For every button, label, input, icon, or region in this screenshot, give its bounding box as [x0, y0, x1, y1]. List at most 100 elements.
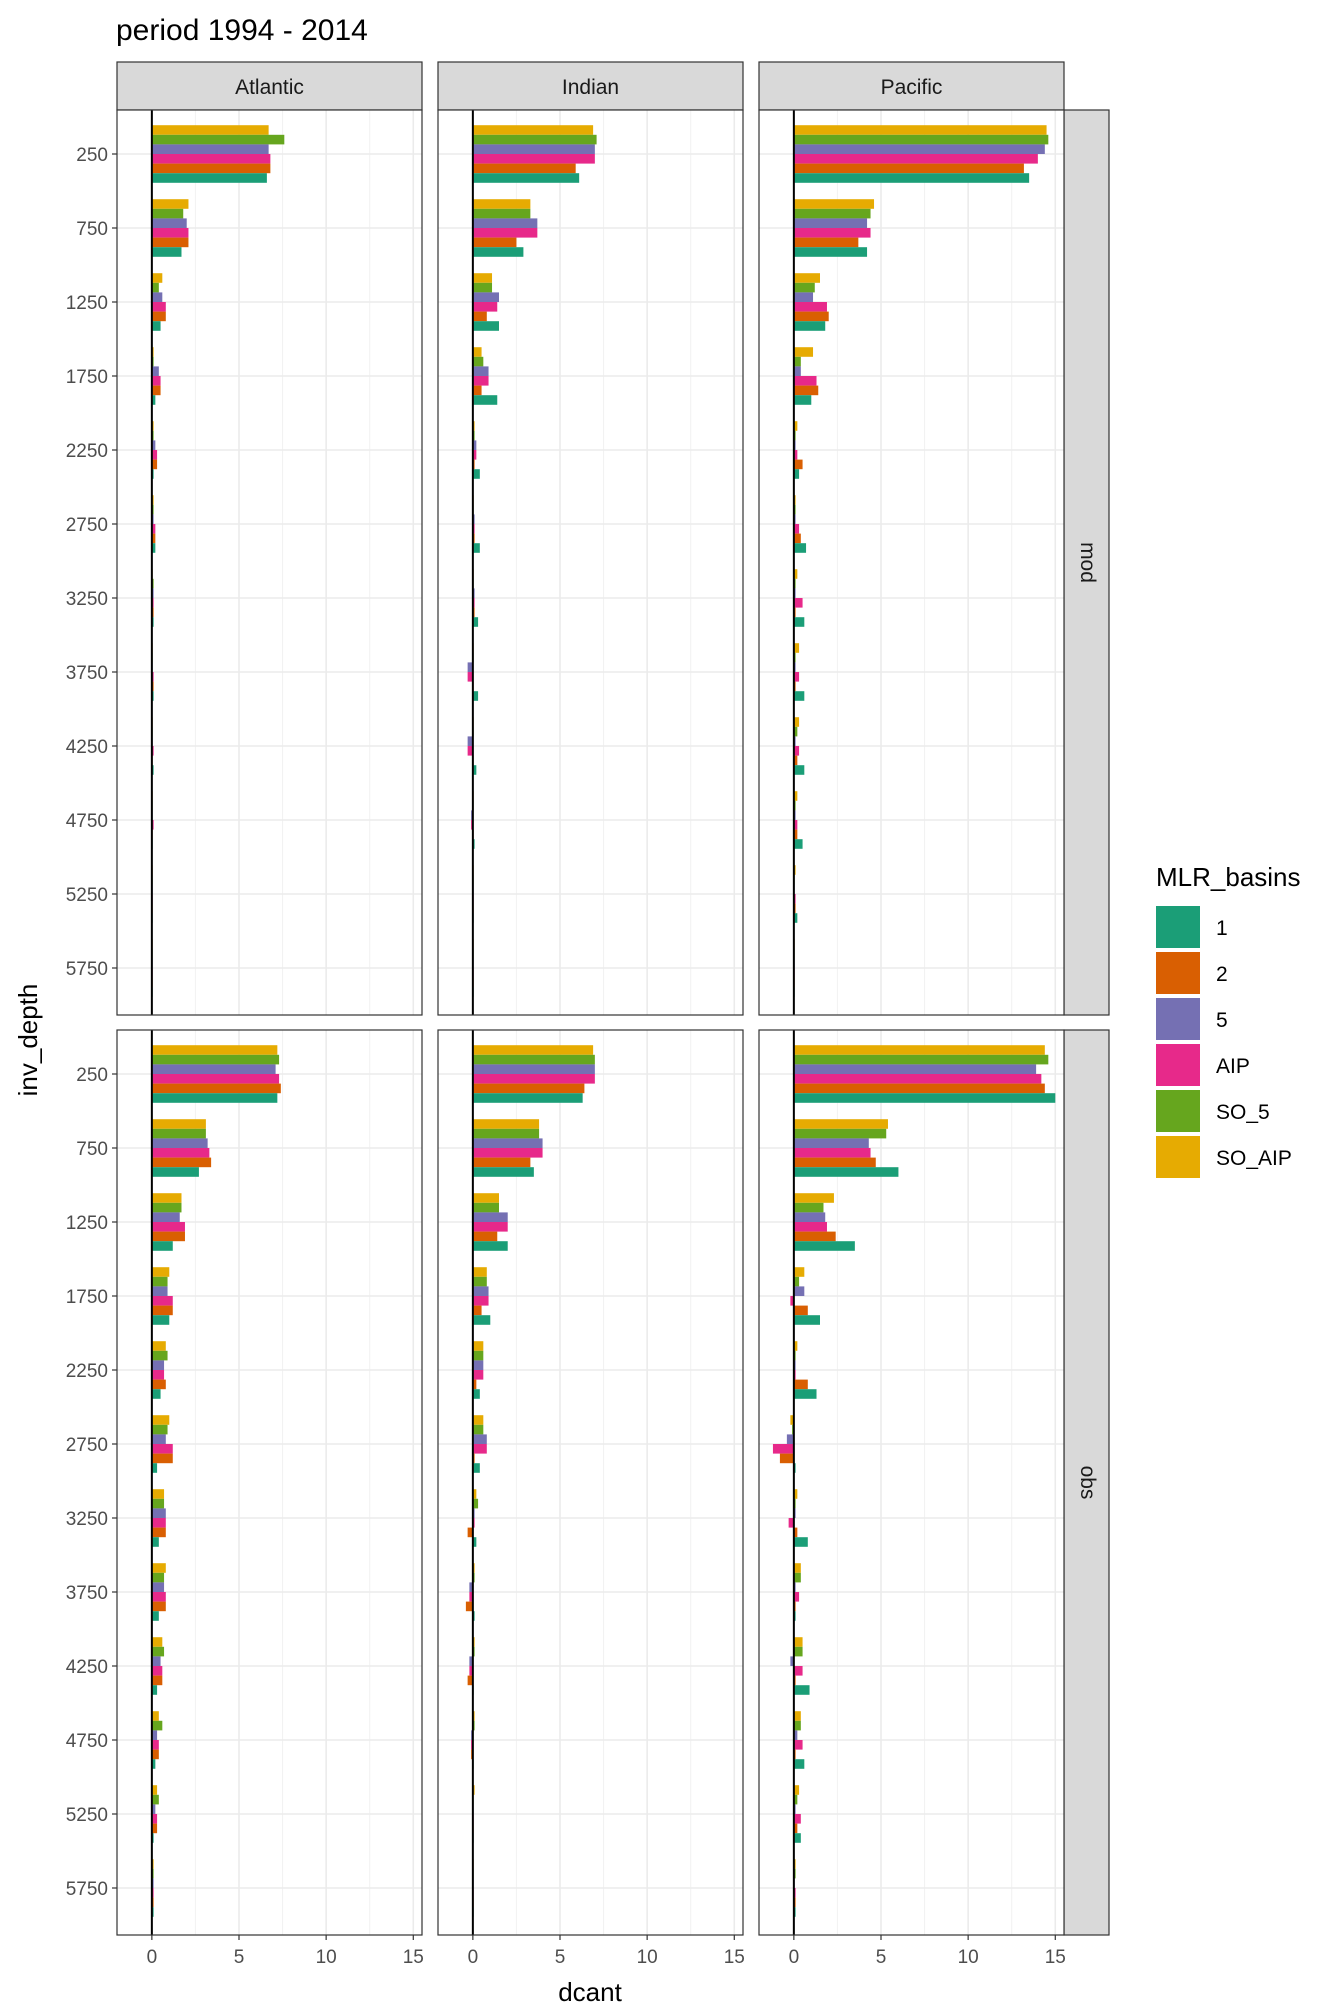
bar-so_aip-2750: [151, 1415, 170, 1425]
bar-so_5-5250: [793, 1794, 798, 1805]
bar-1-750: [472, 247, 524, 257]
bar-so_aip-2750: [472, 1415, 484, 1425]
bar-1-1750: [151, 1315, 170, 1325]
legend-item-aip: AIP: [1156, 1044, 1250, 1086]
bar-2-2250: [151, 459, 158, 470]
y-tick-label: 4750: [66, 811, 108, 832]
bar-2-1750: [793, 1305, 808, 1316]
bar-2-3250: [467, 1527, 473, 1538]
bar-so_aip-2250: [793, 1341, 798, 1351]
bar-aip-750: [793, 228, 871, 238]
bar-so_5-2250: [151, 1350, 168, 1361]
bar-so_aip-5250: [793, 1785, 800, 1795]
bar-5-3250: [151, 1508, 166, 1518]
bar-5-1250: [151, 292, 163, 302]
bar-so_5-4750: [793, 1720, 801, 1731]
bar-so_aip-1250: [151, 273, 163, 283]
bar-5-750: [793, 1138, 869, 1148]
bar-aip-1750: [151, 376, 161, 386]
bar-aip-3750: [793, 672, 800, 682]
bar-aip-4750: [793, 820, 798, 830]
bar-1-3750: [151, 1611, 159, 1621]
x-tick-label: 15: [403, 1947, 424, 1968]
y-tick-label: 4750: [66, 1731, 108, 1752]
bar-2-1750: [151, 1305, 173, 1316]
bar-so_aip-750: [151, 1119, 206, 1129]
bar-so_5-750: [793, 208, 871, 219]
bar-so_5-4250: [151, 1646, 165, 1657]
bar-so_aip-1250: [793, 273, 820, 283]
bar-1-2750: [472, 543, 480, 553]
bar-so_aip-5250: [151, 1785, 158, 1795]
bar-so_5-1750: [472, 1276, 487, 1287]
x-axis-title: dcant: [558, 1977, 622, 2007]
bar-1-750: [472, 1167, 534, 1177]
x-tick-label: 0: [789, 1947, 800, 1968]
bar-1-250: [151, 173, 267, 183]
bar-1-1750: [472, 395, 498, 405]
bar-so_aip-3250: [151, 1489, 165, 1499]
bar-2-2250: [151, 1379, 166, 1390]
bar-5-2250: [472, 440, 477, 450]
bar-so_aip-1750: [472, 1267, 487, 1277]
bar-2-3750: [151, 1601, 166, 1612]
bar-so_5-3750: [151, 1572, 165, 1583]
y-tick-label: 750: [76, 219, 108, 240]
bar-aip-1250: [472, 1222, 508, 1232]
bar-2-250: [151, 163, 271, 174]
bar-aip-3750: [793, 1592, 800, 1602]
y-tick-label: 3750: [66, 663, 108, 684]
bar-so_aip-750: [472, 1119, 540, 1129]
bar-1-2250: [793, 469, 800, 479]
bar-1-250: [793, 1093, 1056, 1103]
bar-so_aip-3250: [472, 1489, 477, 1499]
bar-2-750: [793, 1157, 876, 1168]
bar-so_5-2750: [151, 1424, 168, 1435]
bar-5-3750: [151, 1582, 165, 1592]
bar-5-1250: [472, 1212, 508, 1222]
legend-label: 1: [1216, 917, 1228, 940]
bar-so_5-1250: [151, 282, 159, 293]
bar-aip-750: [151, 1148, 210, 1158]
bar-so_aip-4750: [793, 1711, 801, 1721]
y-tick-label: 2750: [66, 1435, 108, 1456]
x-tick-label: 10: [316, 1947, 337, 1968]
legend-swatch: [1156, 952, 1200, 994]
bar-5-750: [472, 218, 538, 228]
bar-5-1750: [793, 1286, 805, 1296]
bar-aip-1250: [151, 1222, 185, 1232]
bar-so_aip-4750: [151, 1711, 159, 1721]
y-tick-label: 2250: [66, 441, 108, 462]
bar-1-1250: [793, 321, 826, 331]
bar-so_aip-4250: [793, 1637, 803, 1647]
bar-2-4750: [793, 829, 798, 840]
bar-so_5-1250: [472, 1202, 499, 1213]
bar-1-4750: [793, 1759, 805, 1769]
x-tick-label: 5: [555, 1947, 566, 1968]
bar-5-3750: [467, 662, 473, 672]
bar-1-1750: [472, 1315, 491, 1325]
bar-so_aip-1750: [472, 347, 482, 357]
bar-1-2750: [151, 1463, 158, 1473]
bar-2-2750: [151, 533, 156, 544]
bar-so_aip-1250: [151, 1193, 182, 1203]
y-tick-label: 4250: [66, 737, 108, 758]
bar-5-250: [151, 144, 269, 154]
bar-so_aip-750: [793, 199, 875, 209]
bar-so_aip-1750: [793, 1267, 805, 1277]
bar-1-2250: [793, 1389, 817, 1399]
bar-aip-1250: [793, 302, 827, 312]
bar-aip-1750: [793, 376, 817, 386]
strip-atlantic: Atlantic: [116, 61, 423, 111]
bar-1-3250: [472, 617, 479, 627]
bar-1-3250: [793, 617, 805, 627]
y-axis-title: inv_depth: [13, 984, 43, 1097]
y-tick-label: 5750: [66, 1879, 108, 1900]
bar-so_aip-3750: [793, 1563, 801, 1573]
bar-1-3250: [793, 1537, 808, 1547]
bar-1-2750: [151, 543, 156, 553]
bar-aip-2750: [793, 524, 800, 534]
bar-1-1750: [793, 395, 812, 405]
strip-label: Indian: [562, 76, 619, 99]
x-axis-atlantic: 0 5 10 15: [147, 1935, 424, 1968]
